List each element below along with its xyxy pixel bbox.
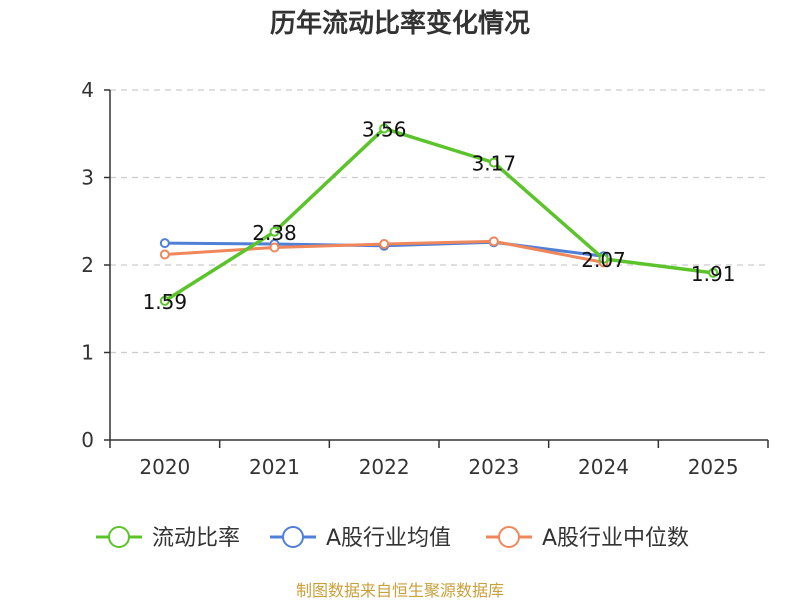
series-layer — [159, 123, 719, 306]
data-point — [379, 239, 390, 249]
data-point — [598, 253, 609, 264]
legend-marker — [498, 526, 520, 548]
legend-marker — [108, 526, 130, 548]
x-tick-label-2020: 2020 — [139, 455, 190, 479]
data-label: 3.56 — [362, 118, 407, 142]
data-label: 1.59 — [143, 290, 188, 314]
data-point — [159, 295, 170, 306]
y-tick-label: 1 — [81, 341, 94, 365]
data-point — [159, 249, 170, 260]
data-label: 2.38 — [252, 221, 297, 245]
legend: 流动比率 A股行业均值 A股行业中位数 — [96, 526, 689, 551]
legend-item-2: A股行业中位数 — [486, 526, 689, 551]
chart-title: 历年流动比率变化情况 — [270, 8, 530, 39]
y-tick-label: 0 — [81, 428, 94, 452]
x-tick-label-2025: 2025 — [688, 455, 739, 479]
x-tick-label-2021: 2021 — [249, 455, 300, 479]
series-0 — [159, 123, 719, 306]
series-2 — [159, 236, 609, 268]
legend-label: A股行业中位数 — [542, 526, 689, 551]
x-tick-label-2022: 2022 — [359, 455, 410, 479]
data-point — [159, 238, 170, 249]
y-tick-label: 4 — [81, 78, 94, 102]
data-point — [488, 236, 499, 247]
x-tick-label-2023: 2023 — [468, 455, 519, 479]
legend-label: A股行业均值 — [326, 526, 451, 551]
legend-item-0: 流动比率 — [96, 526, 240, 551]
data-label: 1.91 — [691, 262, 736, 286]
data-point — [269, 242, 280, 253]
grid-lines — [110, 89, 768, 354]
legend-label: 流动比率 — [152, 526, 240, 551]
series-line — [163, 126, 714, 303]
data-label: 2.07 — [581, 248, 626, 272]
data-label: 3.17 — [472, 152, 517, 176]
data-point — [488, 157, 499, 168]
y-tick-label: 2 — [81, 253, 94, 277]
legend-item-1: A股行业均值 — [270, 526, 451, 551]
x-tick-label-2024: 2024 — [578, 455, 629, 479]
data-point — [708, 267, 719, 278]
data-labels: 1.59 2.38 3.56 3.17 2.07 1.91 — [143, 118, 736, 314]
data-point — [379, 123, 390, 134]
source-note: 制图数据来自恒生聚源数据库 — [296, 581, 504, 600]
y-tick-label: 3 — [81, 166, 94, 190]
data-point — [269, 226, 280, 237]
legend-marker — [282, 526, 304, 548]
axes: 0 1 2 3 4 2020 2021 2022 2023 2024 2025 — [81, 78, 769, 479]
